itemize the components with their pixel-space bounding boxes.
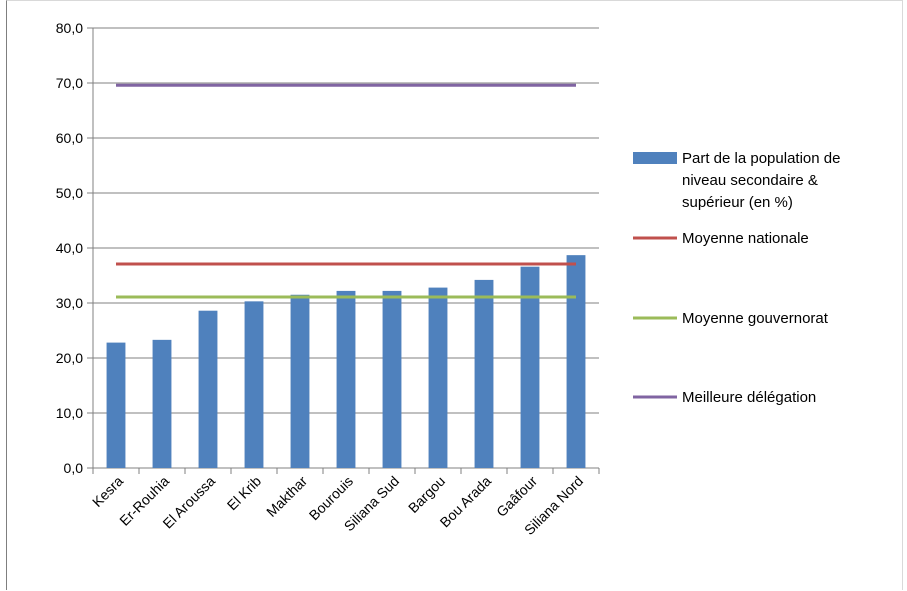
bar — [106, 342, 126, 468]
bar — [520, 266, 540, 468]
x-tick-label: Gaâfour — [493, 473, 540, 520]
bar — [244, 301, 264, 468]
x-tick-label: Bargou — [405, 473, 448, 516]
bar — [152, 339, 172, 468]
legend-label: Moyenne gouvernorat — [682, 310, 829, 327]
y-tick-label: 20,0 — [56, 350, 83, 366]
bar — [474, 279, 494, 468]
y-tick-label: 10,0 — [56, 405, 83, 421]
bar — [566, 255, 586, 468]
legend-marker — [633, 152, 677, 164]
y-tick-label: 0,0 — [64, 460, 84, 476]
y-tick-label: 60,0 — [56, 130, 83, 146]
legend-label: Part de la population de — [682, 150, 840, 167]
bar — [428, 287, 448, 468]
y-tick-label: 30,0 — [56, 295, 83, 311]
chart-frame — [6, 0, 903, 590]
legend-label: supérieur (en %) — [682, 194, 793, 211]
bar — [290, 294, 310, 468]
legend-label: Meilleure délégation — [682, 389, 816, 406]
bar — [198, 310, 218, 468]
y-tick-label: 40,0 — [56, 240, 83, 256]
legend-label: niveau secondaire & — [682, 172, 818, 189]
y-tick-label: 70,0 — [56, 75, 83, 91]
x-tick-label: Makthar — [263, 473, 310, 520]
x-tick-label: Kesra — [89, 473, 126, 510]
bar — [382, 290, 402, 468]
y-tick-label: 80,0 — [56, 20, 83, 36]
legend-label: Moyenne nationale — [682, 230, 809, 247]
bar — [336, 290, 356, 468]
y-tick-label: 50,0 — [56, 185, 83, 201]
x-tick-label: El Krib — [224, 473, 265, 514]
